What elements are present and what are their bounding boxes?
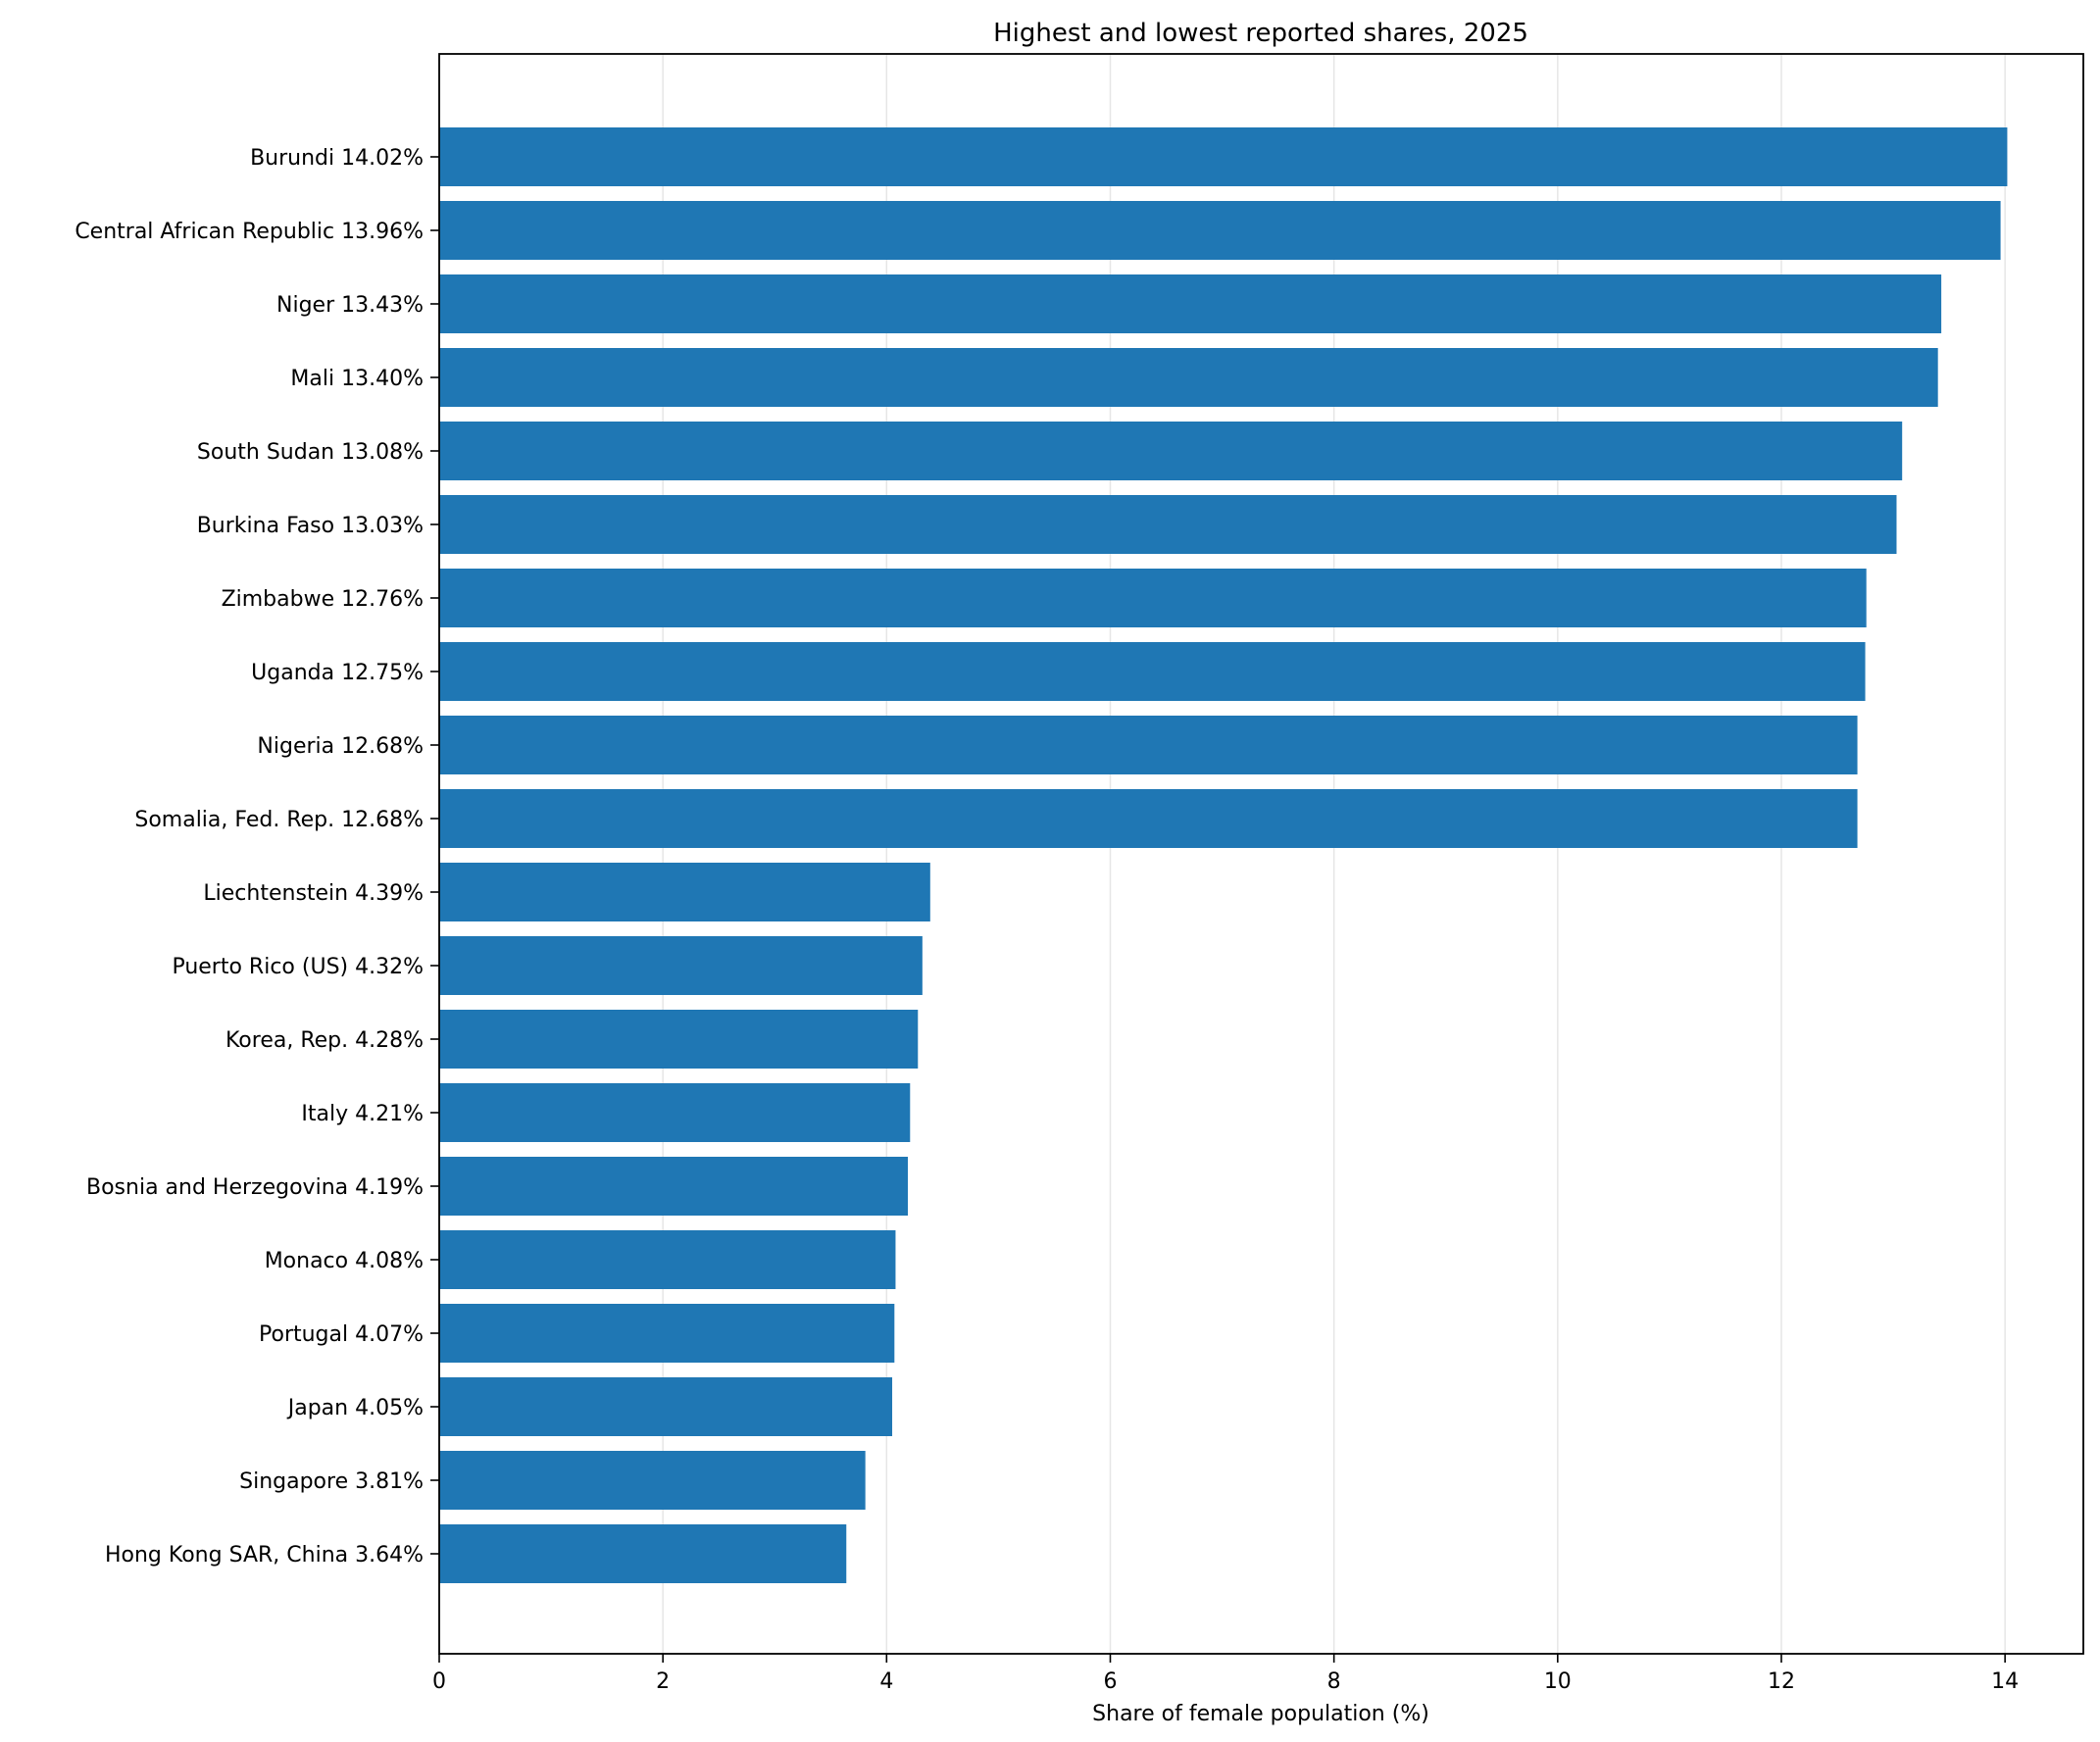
category-label: Portugal 4.07%	[259, 1322, 424, 1347]
x-tick-label: 10	[1544, 1669, 1572, 1694]
bar	[439, 1451, 866, 1510]
x-tick-label: 2	[656, 1669, 670, 1694]
x-tick-label: 6	[1103, 1669, 1117, 1694]
bars	[439, 127, 2008, 1583]
category-label: Liechtenstein 4.39%	[203, 881, 424, 906]
category-label: Korea, Rep. 4.28%	[225, 1028, 424, 1053]
category-label: Puerto Rico (US) 4.32%	[172, 955, 424, 979]
category-label: Nigeria 12.68%	[257, 734, 424, 759]
chart-title: Highest and lowest reported shares, 2025	[993, 19, 1528, 48]
category-labels: Burundi 14.02% Central African Republic 1…	[75, 146, 439, 1568]
bar	[439, 642, 1866, 701]
bar	[439, 863, 930, 921]
bar	[439, 274, 1942, 333]
bar	[439, 1377, 893, 1436]
bar	[439, 789, 1858, 848]
bar	[439, 348, 1938, 407]
bar	[439, 1304, 895, 1363]
bar	[439, 201, 2001, 260]
category-label: Somalia, Fed. Rep. 12.68%	[134, 808, 424, 832]
x-tick-label: 12	[1768, 1669, 1795, 1694]
category-label: Central African Republic 13.96%	[75, 220, 424, 244]
x-axis-label: Share of female population (%)	[1092, 1702, 1429, 1726]
x-tick-label: 8	[1327, 1669, 1341, 1694]
category-label: Hong Kong SAR, China 3.64%	[105, 1543, 424, 1568]
category-label: Burundi 14.02%	[250, 146, 424, 171]
category-label: Monaco 4.08%	[265, 1249, 424, 1273]
category-label: Uganda 12.75%	[251, 661, 424, 685]
bar	[439, 1010, 919, 1069]
category-label: Mali 13.40%	[290, 367, 424, 391]
plot-frame	[438, 53, 2084, 1655]
bar	[439, 1157, 909, 1216]
category-label: Japan 4.05%	[286, 1396, 424, 1420]
bar	[439, 716, 1858, 774]
category-label: Italy 4.21%	[301, 1102, 424, 1126]
category-label: Niger 13.43%	[276, 293, 424, 318]
x-tick-label: 4	[879, 1669, 893, 1694]
bar	[439, 936, 923, 995]
category-label: Zimbabwe 12.76%	[222, 587, 424, 612]
bar	[439, 422, 1903, 480]
bar	[439, 127, 2008, 186]
bar	[439, 495, 1897, 554]
category-label: Bosnia and Herzegovina 4.19%	[86, 1175, 424, 1200]
x-tick-label: 0	[432, 1669, 446, 1694]
bar	[439, 569, 1867, 627]
category-label: Singapore 3.81%	[239, 1469, 424, 1494]
bar	[439, 1524, 847, 1583]
x-ticks: 0 2 4 6 8 10 12 14	[432, 1654, 2019, 1694]
bar	[439, 1083, 911, 1142]
category-label: South Sudan 13.08%	[197, 440, 424, 465]
bar	[439, 1230, 896, 1289]
x-tick-label: 14	[1991, 1669, 2019, 1694]
category-label: Burkina Faso 13.03%	[197, 514, 424, 538]
